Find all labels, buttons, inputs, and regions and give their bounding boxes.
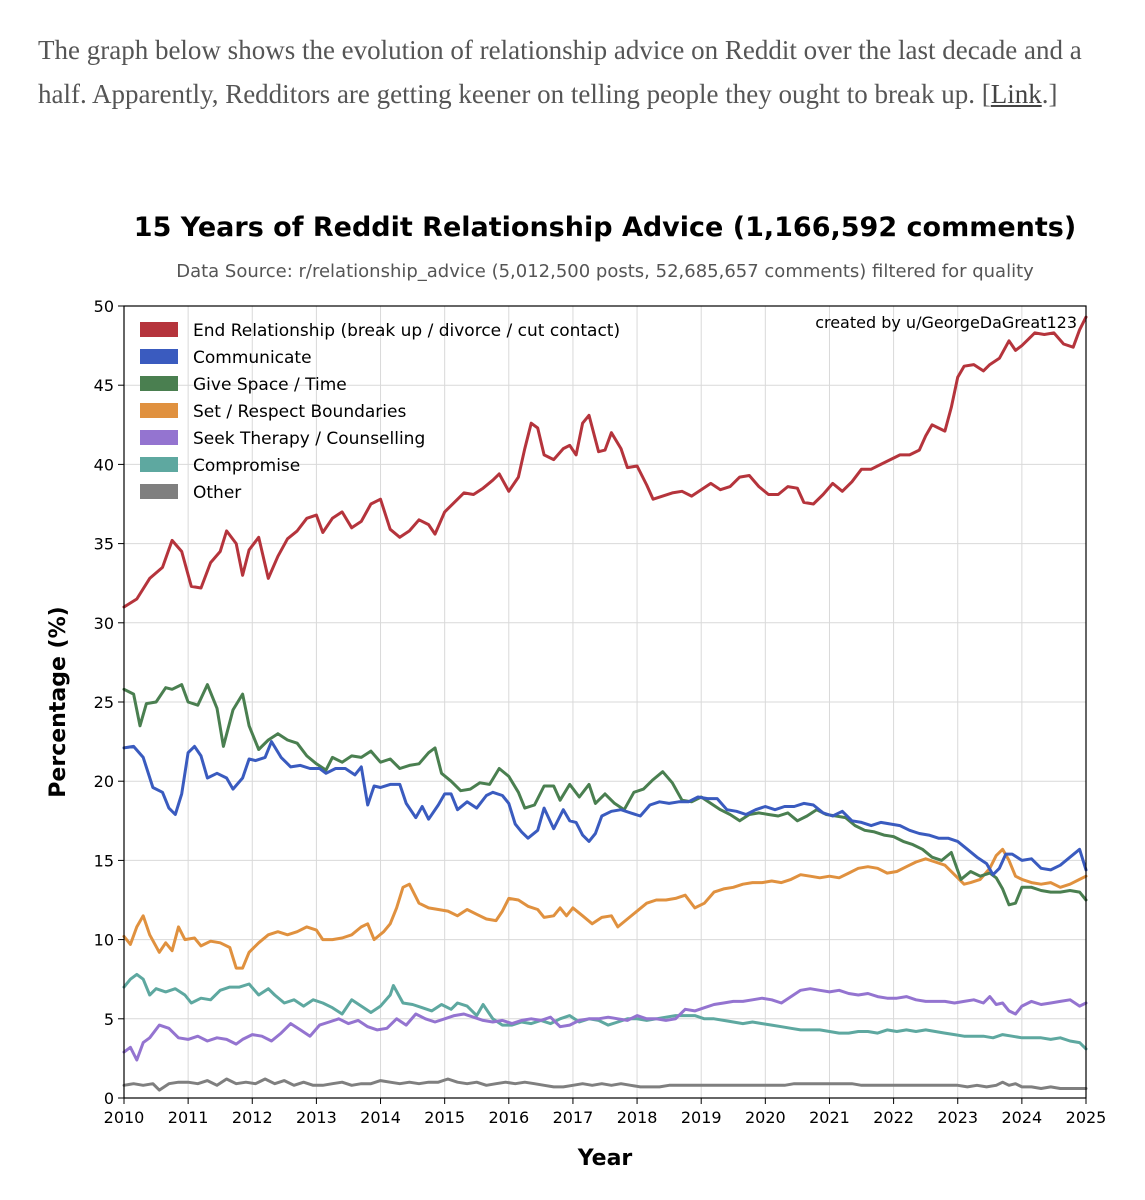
x-tick-label: 2021 [809,1108,850,1127]
y-tick-label: 0 [104,1089,114,1108]
legend-label: End Relationship (break up / divorce / c… [193,321,620,341]
x-tick-label: 2012 [232,1108,273,1127]
gridlines [123,305,1087,1099]
legend-label: Set / Respect Boundaries [193,402,406,422]
legend-label: Compromise [193,456,300,476]
y-tick-label: 45 [94,376,114,395]
legend-swatch [140,403,178,418]
series-line-1 [122,740,1088,877]
series-line-0 [122,315,1088,609]
source-link[interactable]: Link [990,79,1042,109]
line-chart: 15 Years of Reddit Relationship Advice (… [46,212,1107,1171]
series-lines [122,315,1088,1092]
intro-paragraph: The graph below shows the evolution of r… [38,28,1108,116]
legend-swatch [140,457,178,472]
legend-swatch [140,430,178,445]
y-tick-label: 15 [94,851,114,870]
x-tick-label: 2020 [745,1108,786,1127]
x-tick-label: 2019 [681,1108,722,1127]
y-tick-label: 5 [104,1010,114,1029]
x-tick-label: 2010 [104,1108,145,1127]
y-tick-label: 10 [94,931,114,950]
intro-text-end: .] [1041,79,1058,109]
x-tick-label: 2014 [360,1108,401,1127]
x-tick-label: 2011 [168,1108,209,1127]
y-tick-label: 20 [94,772,114,791]
series-line-3 [122,847,1088,970]
x-tick-label: 2024 [1002,1108,1043,1127]
y-tick-label: 40 [94,455,114,474]
x-tick-label: 2022 [873,1108,914,1127]
x-tick-label: 2018 [617,1108,658,1127]
series-line-6 [122,1077,1088,1092]
y-axis-label: Percentage (%) [46,606,71,797]
x-axis-label: Year [577,1146,633,1171]
y-tick-label: 35 [94,535,114,554]
intro-text: The graph below shows the evolution of r… [38,35,1082,109]
x-tick-label: 2025 [1066,1108,1107,1127]
x-tick-label: 2015 [424,1108,465,1127]
legend-swatch [140,349,178,364]
legend-label: Seek Therapy / Counselling [193,429,425,449]
y-tick-label: 30 [94,614,114,633]
series-line-2 [122,683,1088,907]
y-tick-label: 50 [94,297,114,316]
y-tick-label: 25 [94,693,114,712]
legend-swatch [140,484,178,499]
series-line-4 [122,987,1088,1062]
axis-ticks: 2010 2011 2012 2013 2014 2015 2016 2017 2018 2019… [94,297,1107,1127]
x-tick-label: 2016 [488,1108,529,1127]
legend-swatch [140,376,178,391]
x-tick-label: 2013 [296,1108,337,1127]
x-tick-label: 2017 [553,1108,594,1127]
legend-label: Other [193,483,241,503]
legend-label: Give Space / Time [193,375,347,395]
legend: End Relationship (break up / divorce / c… [140,321,620,503]
chart-credit: created by u/GeorgeDaGreat123 [815,313,1077,332]
legend-label: Communicate [193,348,312,368]
legend-swatch [140,322,178,337]
chart-subtitle: Data Source: r/relationship_advice (5,01… [176,261,1034,282]
x-tick-label: 2023 [937,1108,978,1127]
chart-title: 15 Years of Reddit Relationship Advice (… [134,212,1076,243]
